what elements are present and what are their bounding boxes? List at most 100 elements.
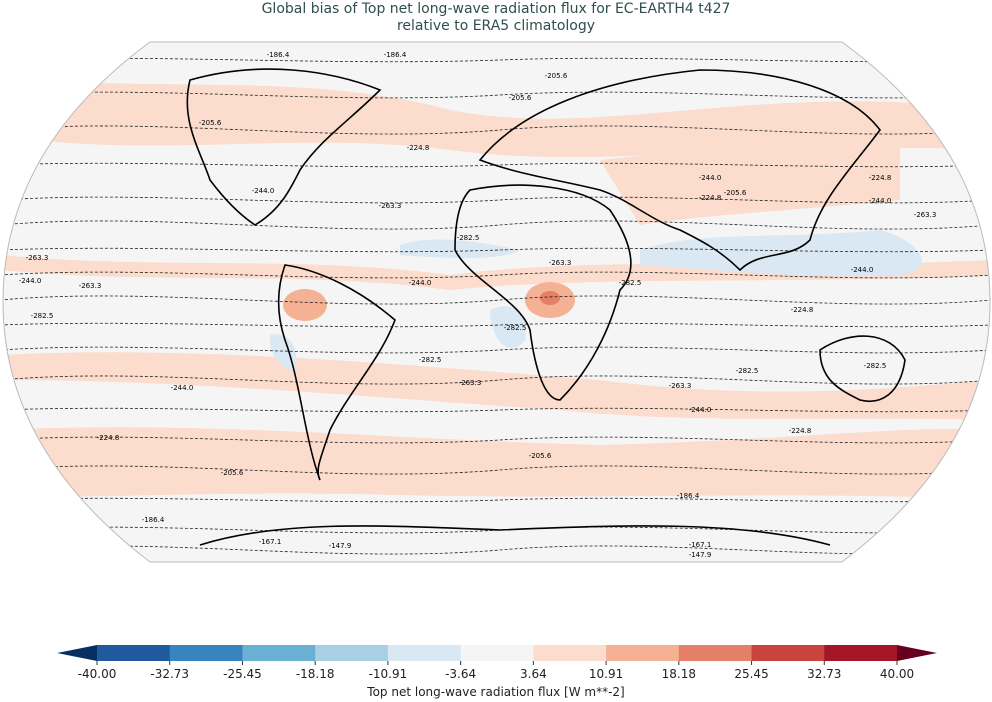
- contour-label: -224.8: [869, 174, 892, 182]
- colorbar-bin: [97, 645, 171, 661]
- contour-label: -244.0: [689, 406, 712, 414]
- contour-line: [3, 322, 990, 328]
- colorbar-tick-label: -10.91: [368, 667, 408, 681]
- positive-bias-band: [3, 427, 990, 500]
- map-border: [2, 41, 991, 563]
- contour-line: [3, 57, 990, 63]
- contour-line: [3, 497, 990, 503]
- contour-line: [3, 465, 990, 475]
- colorbar-bin: [387, 645, 462, 661]
- contour-label: -224.8: [407, 144, 430, 152]
- contour-label: -244.0: [171, 384, 194, 392]
- contour-label: -224.8: [791, 306, 814, 314]
- colorbar-bin: [606, 645, 680, 661]
- positive-bias-patch: [540, 291, 560, 305]
- contour-label: -244.0: [851, 266, 874, 274]
- positive-bias-band: [3, 255, 990, 290]
- contour-label: -282.5: [736, 367, 759, 375]
- negative-bias-patch: [490, 306, 526, 349]
- colorbar-tick-label: 25.45: [734, 667, 769, 681]
- contour-label: -282.5: [419, 356, 442, 364]
- contour-label: -224.8: [699, 194, 722, 202]
- contour-line: [3, 220, 990, 230]
- contour-label: -263.3: [79, 282, 102, 290]
- positive-bias-band: [600, 130, 900, 225]
- colorbar-tick-label: -3.64: [445, 667, 477, 681]
- contour-label: -186.4: [384, 51, 407, 59]
- africa: [454, 184, 632, 401]
- contour-label: -205.6: [724, 189, 747, 197]
- contour-label: -244.0: [699, 174, 722, 182]
- contour-label: -167.1: [689, 541, 712, 549]
- colorbar-tick-label: -40.00: [77, 667, 117, 681]
- north-america: [186, 68, 382, 226]
- colorbar-tick-label: 40.00: [879, 667, 915, 681]
- colorbar-tick-label: 10.91: [588, 667, 624, 681]
- contour-label: -263.3: [26, 254, 49, 262]
- colorbar-bin: [169, 645, 243, 661]
- contour-label: -244.0: [252, 187, 275, 195]
- contour-line: [3, 125, 990, 135]
- australia: [819, 335, 906, 402]
- contour-label: -263.3: [459, 379, 482, 387]
- contour-line: [3, 271, 990, 279]
- contour-label: -186.4: [142, 516, 165, 524]
- contour-label: -186.4: [267, 51, 290, 59]
- contour-line: [3, 162, 990, 168]
- contour-line: [3, 375, 990, 385]
- colorbar-tick-label: 32.73: [807, 667, 842, 681]
- contour-label: -282.5: [619, 279, 642, 287]
- negative-bias-patch: [400, 239, 520, 259]
- negative-bias-patch: [269, 334, 297, 370]
- colorbar-tick-label: 3.64: [520, 667, 547, 681]
- contour-label: -205.6: [545, 72, 568, 80]
- colorbar-bin: [751, 645, 825, 661]
- colorbar-tick-label: -18.18: [295, 667, 335, 681]
- colorbar-bin: [678, 645, 753, 661]
- colorbar-bin: [242, 645, 316, 661]
- colorbar-label: Top net long-wave radiation flux [W m**-…: [367, 685, 625, 699]
- contour-label: -224.8: [789, 427, 812, 435]
- contour-line: [3, 295, 990, 305]
- south-america: [277, 264, 396, 481]
- colorbar-bin: [533, 645, 607, 661]
- map-plot: -186.4 -186.4-205.6-205.6-205.6-224.8-224…: [2, 41, 991, 563]
- colorbar-over-arrow: [897, 645, 937, 661]
- contour-line: [3, 196, 990, 204]
- contour-label: -282.5: [457, 234, 480, 242]
- contour-label: -244.0: [19, 277, 42, 285]
- contour-label: -282.5: [864, 362, 887, 370]
- contour-label: -186.4: [677, 492, 700, 500]
- positive-bias-band: [3, 75, 990, 158]
- contour-line: [3, 545, 990, 555]
- contour-label: -282.5: [31, 312, 54, 320]
- contour-label: -263.3: [379, 202, 402, 210]
- colorbar-tick-label: -25.45: [223, 667, 262, 681]
- climatology-contours: [3, 57, 990, 555]
- contour-label: -224.8: [97, 434, 120, 442]
- contour-label: -282.5: [504, 324, 527, 332]
- contour-label: -167.1: [259, 538, 282, 546]
- colorbar-bin: [315, 645, 389, 661]
- contour-label: -147.9: [329, 542, 352, 550]
- contour-label: -263.3: [669, 382, 692, 390]
- title-line-1: Global bias of Top net long-wave radiati…: [261, 1, 731, 17]
- colorbar: [57, 645, 937, 665]
- contour-label: -263.3: [549, 259, 572, 267]
- contour-label: -244.0: [409, 279, 432, 287]
- contour-line: [3, 346, 990, 354]
- contour-label: -205.6: [221, 469, 244, 477]
- contour-line: [3, 91, 990, 99]
- contour-line: [3, 407, 990, 413]
- antarctica: [199, 525, 831, 546]
- contour-label: -205.6: [509, 94, 532, 102]
- contour-label: -205.6: [199, 119, 222, 127]
- positive-bias-band: [3, 352, 990, 420]
- title-line-2: relative to ERA5 climatology: [396, 18, 596, 34]
- positive-bias-patch: [283, 289, 327, 321]
- contour-label: -205.6: [529, 452, 552, 460]
- colorbar-bin: [460, 645, 534, 661]
- contour-label: -244.0: [869, 197, 892, 205]
- eurasia: [478, 69, 882, 272]
- contour-label: -147.9: [689, 551, 712, 559]
